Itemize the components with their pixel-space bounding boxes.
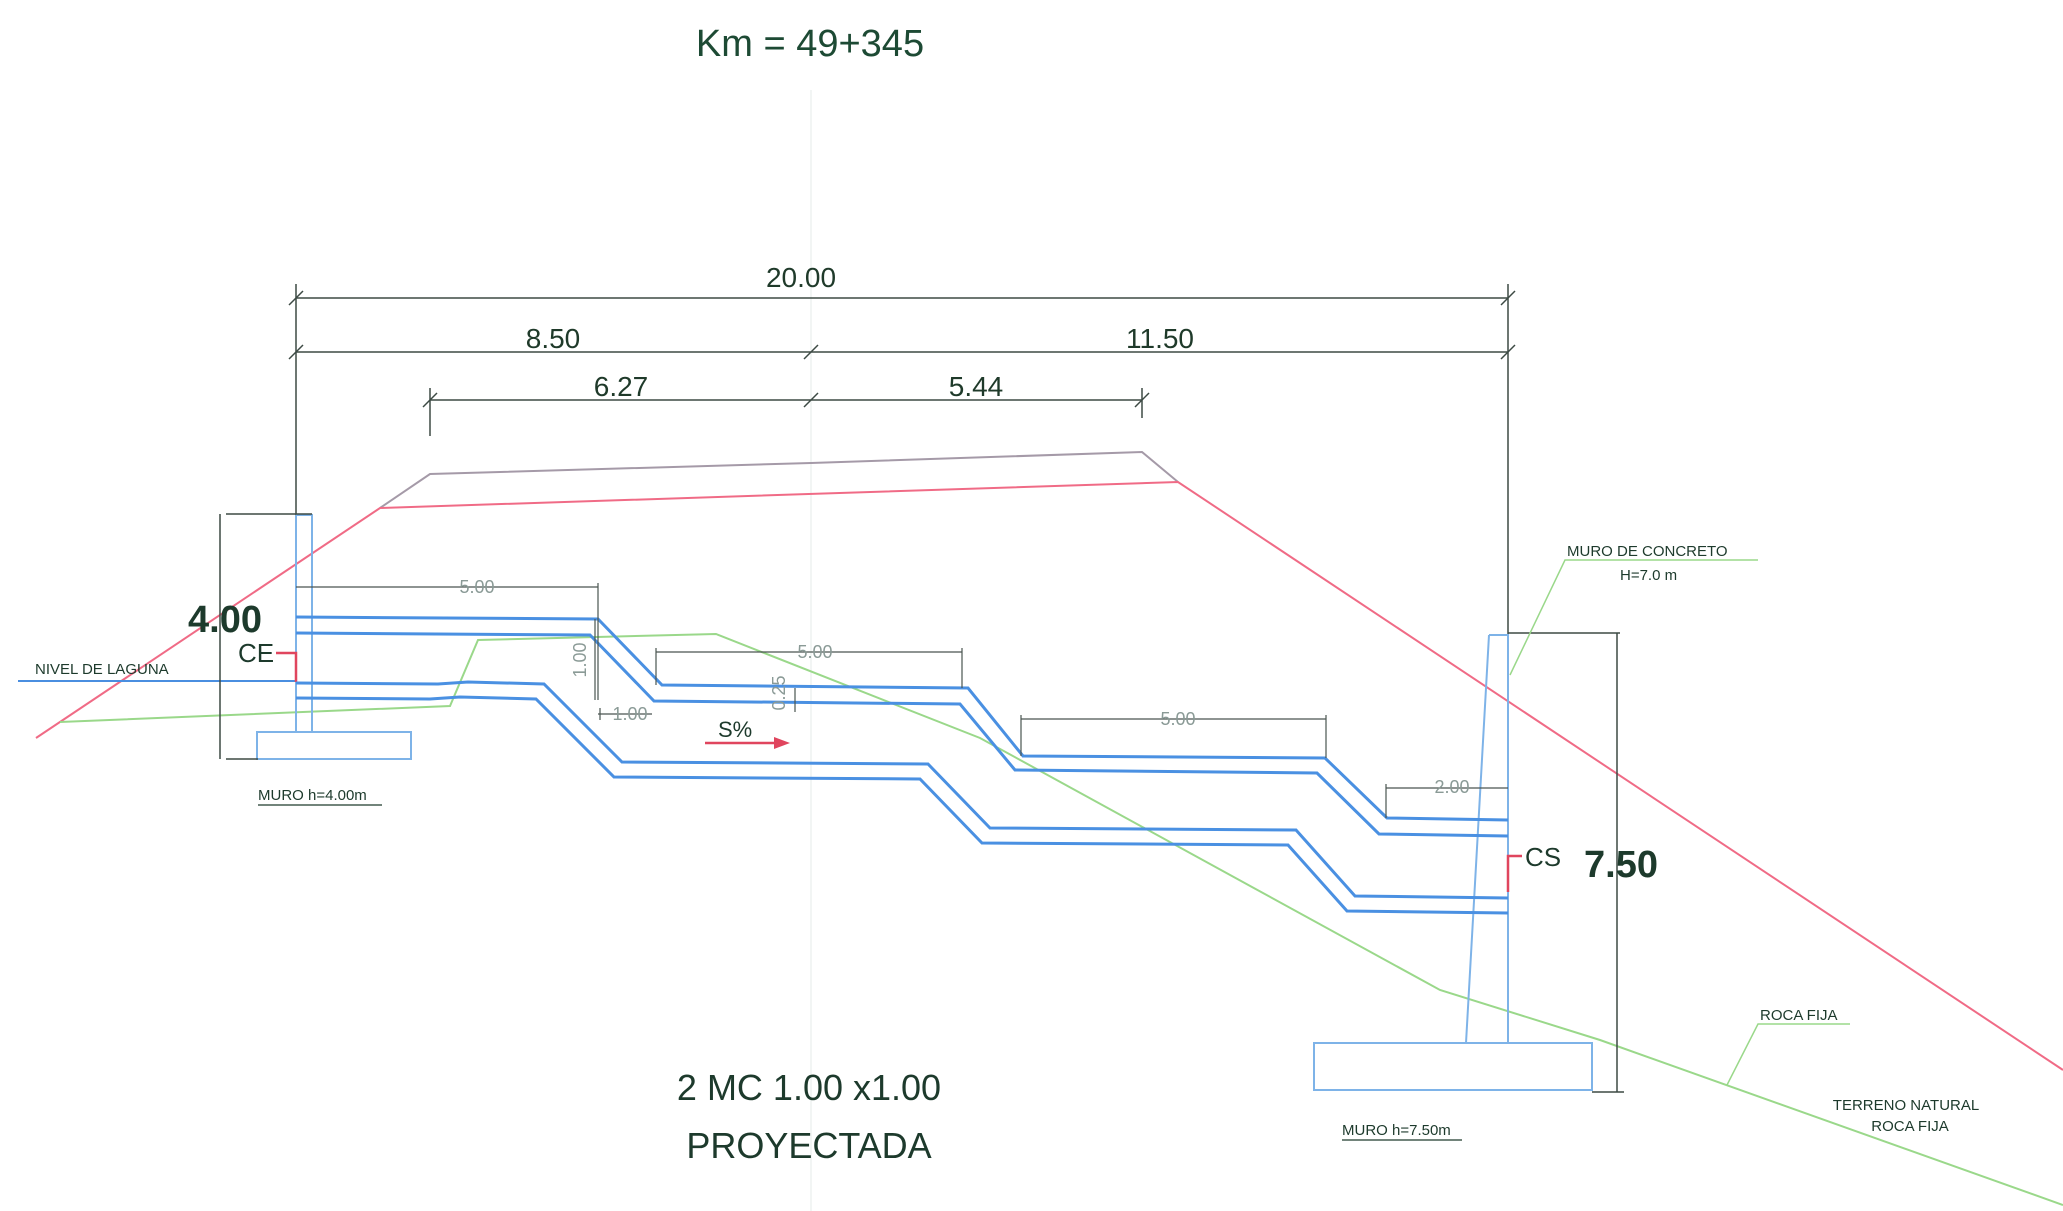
dim-crown-left-label: 6.27 <box>594 371 649 402</box>
road-crown-line <box>379 450 1179 509</box>
slope-label: S% <box>718 717 752 742</box>
culvert-box-lower <box>295 680 1509 915</box>
step-end-length-label: 2.00 <box>1434 777 1469 797</box>
step-offset-label: 0.25 <box>769 675 789 710</box>
concrete-wall-leader <box>1509 559 1758 676</box>
dim-crown-right-label: 5.44 <box>949 371 1004 402</box>
inlet-height-label: 4.00 <box>188 599 262 641</box>
step3-length-label: 5.00 <box>1160 709 1195 729</box>
outlet-wall: 7.50 CS MURO h=7.50m <box>1313 632 1658 1141</box>
dimension-spans: 8.50 11.50 <box>288 323 1516 360</box>
inlet-wall: 4.00 CE MURO h=4.00m <box>188 513 412 806</box>
concrete-wall-label: MURO DE CONCRETO <box>1567 543 1728 560</box>
dimension-total: 20.00 <box>288 262 1516 635</box>
step1-length-label: 5.00 <box>459 577 494 597</box>
culvert-box-upper <box>295 615 1509 838</box>
slope-indicator: S% <box>705 717 790 749</box>
natural-ground-line <box>59 632 2063 1206</box>
dimension-crown: 6.27 5.44 <box>422 371 1150 436</box>
lagoon-level-label: NIVEL DE LAGUNA <box>35 661 169 678</box>
natural-ground-label: TERRENO NATURAL <box>1833 1097 1979 1114</box>
outlet-height-label: 7.50 <box>1584 844 1658 886</box>
bedrock-label: ROCA FIJA <box>1760 1007 1838 1024</box>
concrete-wall-height-label: H=7.0 m <box>1620 567 1677 584</box>
drop-height-label: 1.00 <box>570 642 590 677</box>
bedrock-leader <box>1726 1023 1850 1086</box>
natural-ground-rock-label: ROCA FIJA <box>1871 1118 1949 1135</box>
dim-right-span-label: 11.50 <box>1126 323 1194 354</box>
dim-total-label: 20.00 <box>766 262 836 293</box>
dim-left-span-label: 8.50 <box>526 323 581 354</box>
inlet-wall-label: MURO h=4.00m <box>258 787 367 804</box>
outlet-wall-label: MURO h=7.50m <box>1342 1122 1451 1139</box>
culvert-caption: 2 MC 1.00 x1.00 <box>677 1067 941 1108</box>
culvert-status-caption: PROYECTADA <box>686 1125 931 1166</box>
wall-gap-label: 1.00 <box>612 704 647 724</box>
step-dimensions: 5.00 5.00 5.00 2.00 1.00 1.00 0.25 <box>296 577 1508 818</box>
step2-length-label: 5.00 <box>797 642 832 662</box>
inlet-code-label: CE <box>238 638 274 668</box>
drawing-title: Km = 49+345 <box>696 23 924 65</box>
outlet-code-label: CS <box>1525 842 1561 872</box>
road-subgrade-line <box>35 480 2063 1071</box>
